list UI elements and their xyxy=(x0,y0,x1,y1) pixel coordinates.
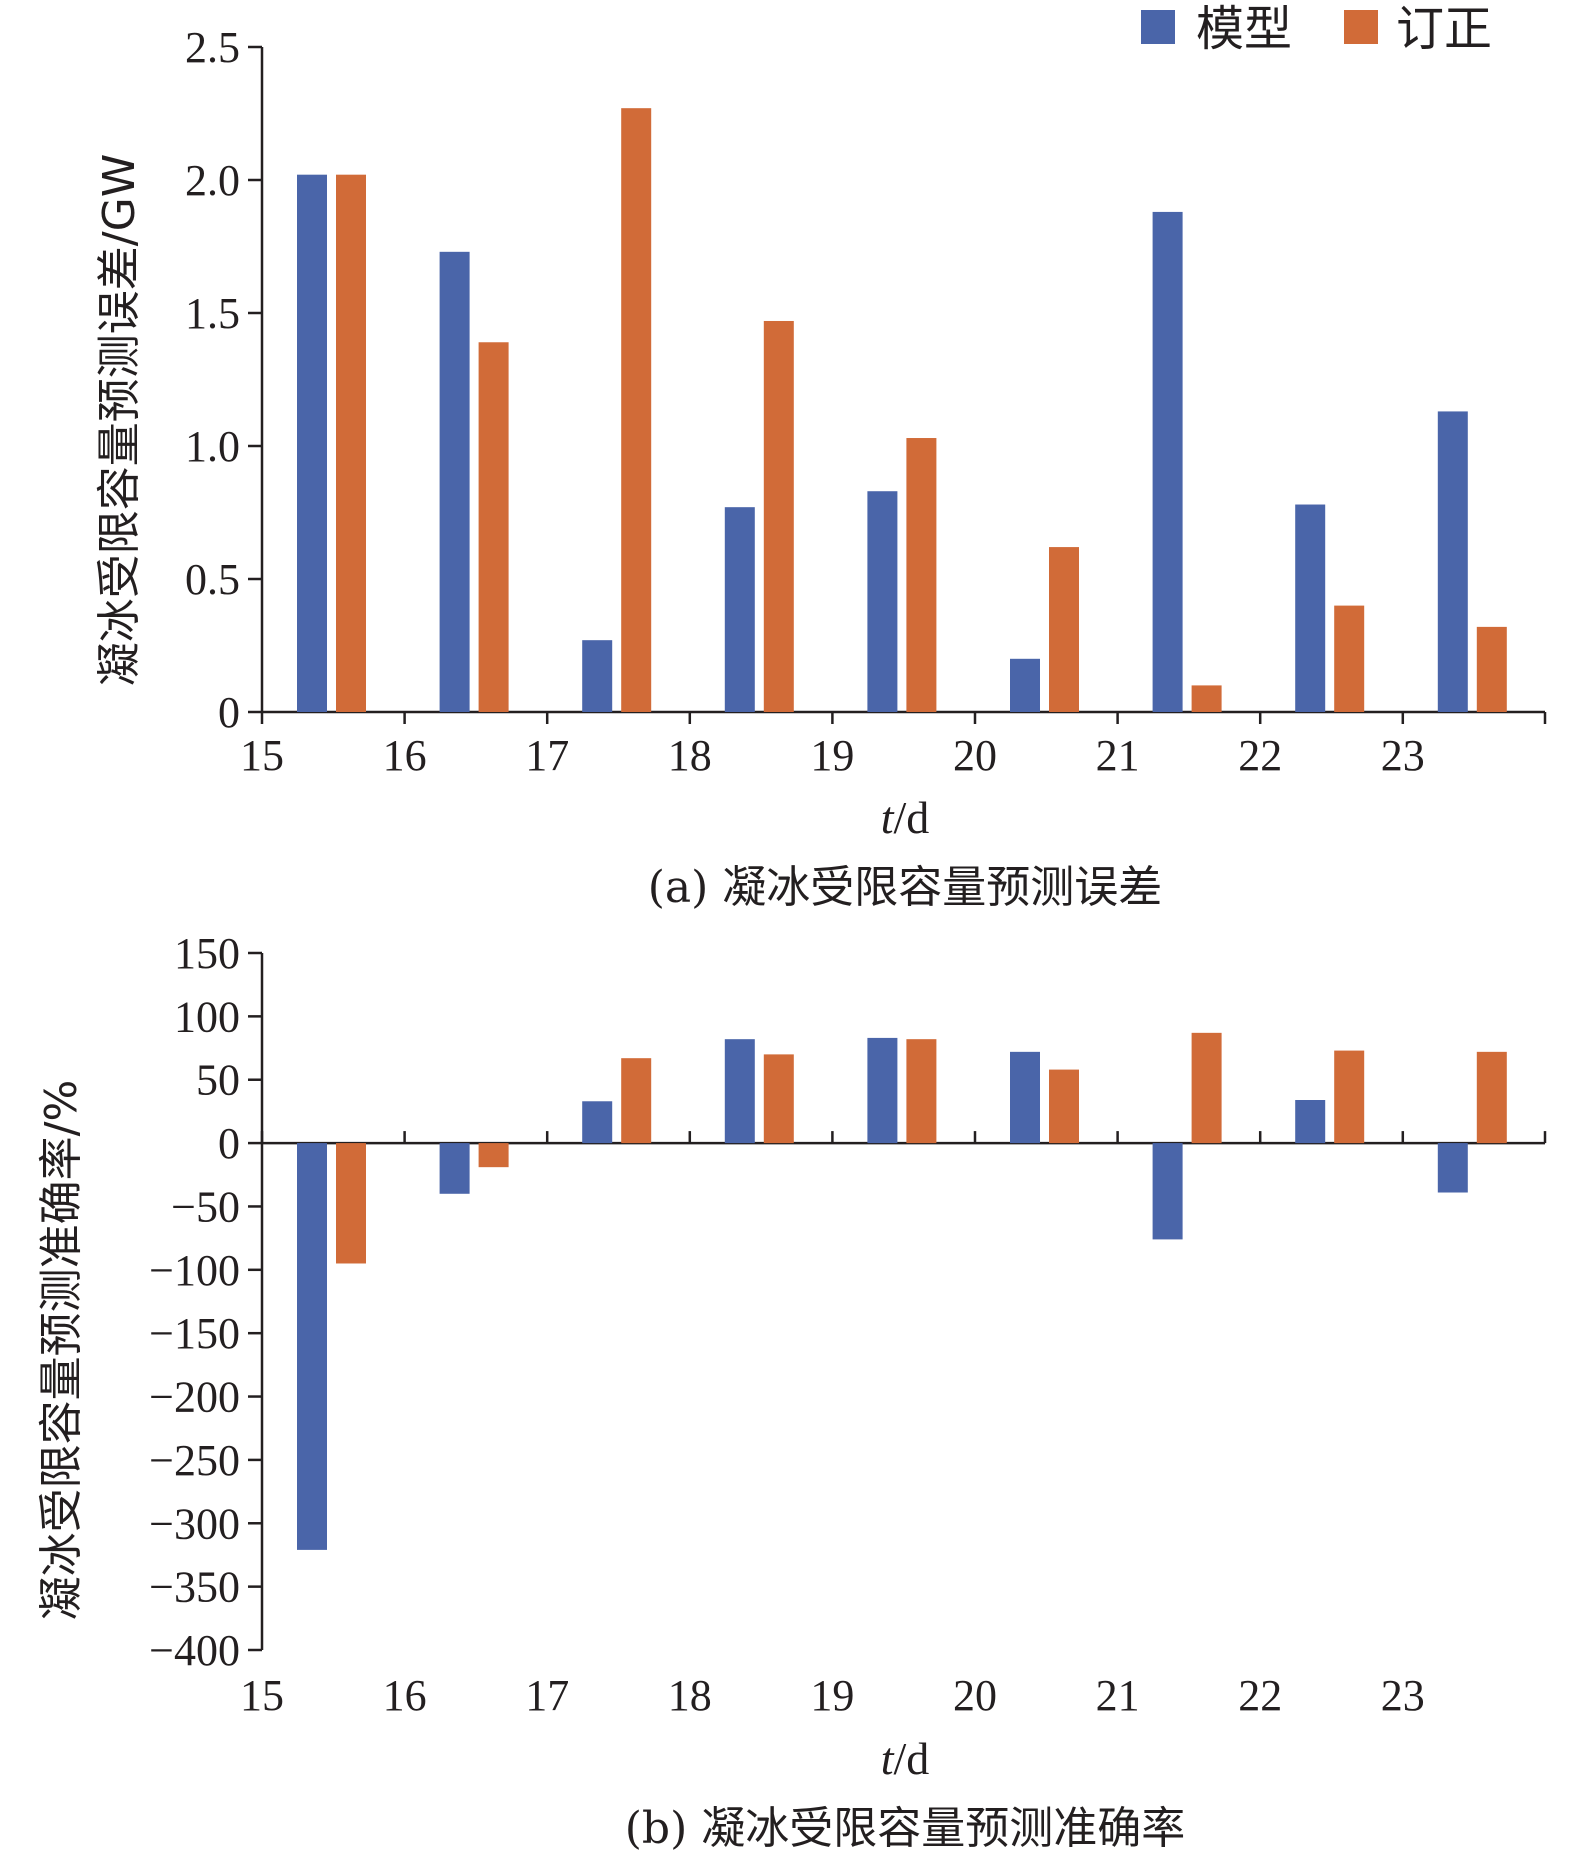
chart-a-bar-model xyxy=(297,174,327,712)
chart-a-bar-corrected xyxy=(336,174,366,712)
legend-swatch-corrected xyxy=(1344,10,1378,44)
chart-b-y-tick-label: −400 xyxy=(149,1626,240,1675)
chart-b-bar-corrected xyxy=(1049,1069,1079,1144)
chart-b-y-tick-label: −350 xyxy=(149,1563,240,1612)
chart-b-bar-model xyxy=(1437,1143,1468,1193)
chart-b-y-tick-label: −300 xyxy=(149,1499,240,1548)
chart-a-bar-corrected xyxy=(1191,685,1222,712)
chart-a-x-axis-title: t/d xyxy=(881,792,930,843)
chart-a-bars xyxy=(297,108,1507,713)
chart-a-x-tick-label: 21 xyxy=(1096,731,1140,780)
chart-a-bar-model xyxy=(582,640,613,712)
chart-b: 150 100 50 0 −50 −100 −150 −200 −250 −300 −350 −400… xyxy=(36,929,1547,1854)
chart-a-x-tick-label: 17 xyxy=(525,731,569,780)
chart-b-bar-corrected xyxy=(478,1143,509,1168)
chart-b-bar-model xyxy=(724,1039,755,1144)
chart-b-bar-corrected xyxy=(906,1039,937,1144)
chart-a-y-tick-label: 0.5 xyxy=(185,555,240,604)
chart-b-y-tick-label: −250 xyxy=(149,1436,240,1485)
chart-b-y-tick-label: −50 xyxy=(171,1182,240,1231)
chart-b-y-axis-title: 凝冰受限容量预测准确率/% xyxy=(36,1080,87,1621)
chart-a-bar-model xyxy=(1152,211,1183,713)
chart-b-bar-model xyxy=(582,1101,613,1144)
chart-a-y-tick-label: 0 xyxy=(218,688,240,737)
chart-a-x-tick-label: 23 xyxy=(1381,731,1425,780)
chart-b-caption: (b) 凝冰受限容量预测准确率 xyxy=(625,1803,1185,1854)
chart-a-y-tick-label: 2.0 xyxy=(185,156,240,205)
chart-b-bar-model xyxy=(1295,1100,1326,1144)
chart-a-y-tick-label: 1.5 xyxy=(185,289,240,338)
chart-b-bar-corrected xyxy=(336,1143,366,1264)
chart-b-x-tick-label: 17 xyxy=(525,1671,569,1720)
chart-b-y-tick-label: 100 xyxy=(174,992,240,1041)
chart-b-x-axis-title: t/d xyxy=(881,1733,930,1784)
chart-a-bar-model xyxy=(1010,658,1040,712)
chart-b-bar-model xyxy=(1152,1143,1183,1240)
chart-b-x-tick-label: 23 xyxy=(1381,1671,1425,1720)
chart-a-y-tick-label: 1.0 xyxy=(185,422,240,471)
chart-a-y-axis-title: 凝冰受限容量预测误差/GW xyxy=(94,154,145,686)
chart-a-x-tick-label: 16 xyxy=(383,731,427,780)
chart-b-y-tick-label: −150 xyxy=(149,1309,240,1358)
chart-a-axes: 0 0.5 1.0 1.5 2.0 2.5 15 16 17 18 19 20 21 22 23 xyxy=(185,23,1547,780)
chart-b-bar-corrected xyxy=(1334,1050,1365,1144)
chart-b-y-tick-label: −200 xyxy=(149,1373,240,1422)
chart-a-x-tick-label: 22 xyxy=(1238,731,1282,780)
chart-b-bar-model xyxy=(439,1143,470,1194)
legend-swatch-model xyxy=(1141,10,1175,44)
chart-a-bar-model xyxy=(1437,411,1468,712)
chart-a-bar-corrected xyxy=(621,108,652,713)
legend: 模型 订正 xyxy=(1141,1,1492,57)
chart-a-bar-model xyxy=(1295,504,1326,712)
chart-b-x-tick-label: 20 xyxy=(953,1671,997,1720)
chart-a-bar-model xyxy=(439,251,470,712)
chart-b-bar-corrected xyxy=(1476,1051,1507,1144)
chart-a: 0 0.5 1.0 1.5 2.0 2.5 15 16 17 18 19 20 21 22 23 凝冰受限容… xyxy=(94,23,1547,913)
chart-b-y-tick-label: 0 xyxy=(218,1119,240,1168)
chart-a-x-tick-label: 15 xyxy=(240,731,284,780)
chart-a-x-tick-label: 19 xyxy=(810,731,854,780)
chart-b-bar-model xyxy=(1010,1051,1040,1144)
chart-a-bar-corrected xyxy=(1049,547,1079,712)
chart-b-y-tick-label: −100 xyxy=(149,1246,240,1295)
chart-a-bar-model xyxy=(867,491,898,712)
chart-b-x-tick-label: 16 xyxy=(383,1671,427,1720)
chart-b-bars xyxy=(297,1032,1507,1550)
chart-a-bar-corrected xyxy=(1334,605,1365,712)
chart-b-x-tick-label: 22 xyxy=(1238,1671,1282,1720)
chart-b-x-tick-label: 19 xyxy=(810,1671,854,1720)
chart-a-bar-corrected xyxy=(1476,626,1507,712)
chart-b-bar-corrected xyxy=(763,1054,794,1144)
chart-a-bar-corrected xyxy=(906,438,937,712)
chart-a-y-tick-label: 2.5 xyxy=(185,23,240,72)
chart-b-y-tick-label: 50 xyxy=(196,1056,240,1105)
chart-b-bar-model xyxy=(297,1143,327,1550)
chart-b-bar-corrected xyxy=(1191,1032,1222,1144)
chart-b-bar-corrected xyxy=(621,1058,652,1144)
legend-label-model: 模型 xyxy=(1196,1,1292,57)
chart-b-x-tick-label: 21 xyxy=(1096,1671,1140,1720)
chart-b-axes: 150 100 50 0 −50 −100 −150 −200 −250 −300 −350 −400… xyxy=(149,929,1547,1720)
chart-b-x-tick-label: 18 xyxy=(668,1671,712,1720)
chart-a-bar-model xyxy=(724,507,755,712)
chart-a-x-tick-label: 20 xyxy=(953,731,997,780)
chart-a-x-tick-label: 18 xyxy=(668,731,712,780)
chart-a-caption: (a) 凝冰受限容量预测误差 xyxy=(648,862,1163,913)
chart-b-bar-model xyxy=(867,1037,898,1144)
chart-b-y-tick-label: 150 xyxy=(174,929,240,978)
chart-b-x-tick-label: 15 xyxy=(240,1671,284,1720)
chart-a-bar-corrected xyxy=(763,320,794,712)
chart-a-bar-corrected xyxy=(478,342,509,712)
legend-label-corrected: 订正 xyxy=(1396,1,1492,57)
